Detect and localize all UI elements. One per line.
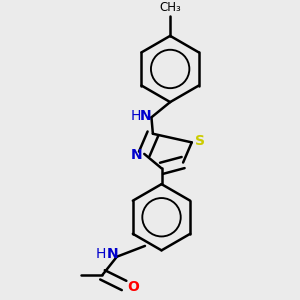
Text: N: N	[140, 109, 152, 123]
Text: S: S	[195, 134, 205, 148]
Text: N: N	[107, 248, 118, 261]
Text: CH₃: CH₃	[159, 1, 181, 14]
Text: H: H	[96, 248, 106, 261]
Text: H: H	[130, 109, 141, 123]
Text: O: O	[127, 280, 139, 294]
Text: N: N	[130, 148, 142, 162]
